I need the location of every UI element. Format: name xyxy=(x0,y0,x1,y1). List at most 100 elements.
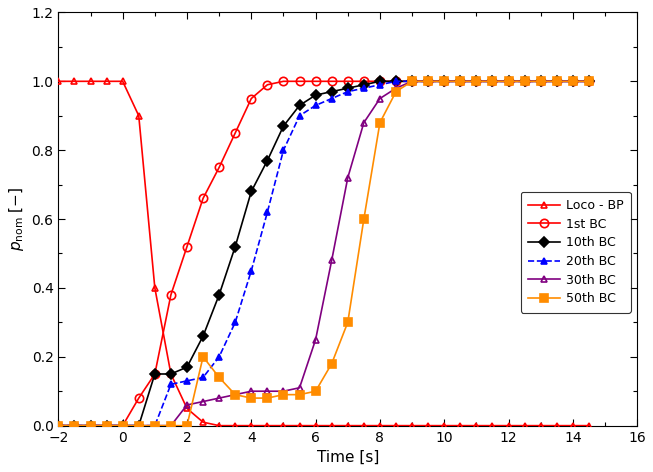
10th BC xyxy=(231,244,239,249)
30th BC xyxy=(151,423,159,429)
Loco - BP xyxy=(473,423,481,429)
30th BC xyxy=(473,78,481,84)
1st BC xyxy=(569,78,577,84)
30th BC xyxy=(263,388,271,394)
Line: 20th BC: 20th BC xyxy=(55,78,592,429)
10th BC xyxy=(247,189,255,194)
1st BC xyxy=(537,78,545,84)
50th BC xyxy=(247,395,255,401)
1st BC xyxy=(71,423,78,429)
1st BC xyxy=(247,96,255,101)
30th BC xyxy=(360,120,368,126)
1st BC xyxy=(520,78,528,84)
50th BC xyxy=(119,423,127,429)
10th BC xyxy=(408,78,416,84)
30th BC xyxy=(87,423,95,429)
1st BC xyxy=(553,78,561,84)
30th BC xyxy=(135,423,142,429)
Loco - BP xyxy=(231,423,239,429)
50th BC xyxy=(392,89,400,94)
20th BC xyxy=(553,78,561,84)
30th BC xyxy=(424,78,432,84)
1st BC xyxy=(279,78,287,84)
50th BC xyxy=(71,423,78,429)
20th BC xyxy=(231,320,239,325)
10th BC xyxy=(296,102,304,108)
30th BC xyxy=(247,388,255,394)
20th BC xyxy=(520,78,528,84)
10th BC xyxy=(135,423,142,429)
Line: Loco - BP: Loco - BP xyxy=(55,78,592,429)
20th BC xyxy=(263,209,271,215)
50th BC xyxy=(505,78,513,84)
10th BC xyxy=(215,292,223,298)
30th BC xyxy=(296,385,304,391)
20th BC xyxy=(473,78,481,84)
50th BC xyxy=(520,78,528,84)
10th BC xyxy=(585,78,593,84)
20th BC xyxy=(424,78,432,84)
Y-axis label: $p_\mathrm{nom}\ \mathrm{[-]}$: $p_\mathrm{nom}\ \mathrm{[-]}$ xyxy=(7,187,26,251)
30th BC xyxy=(279,388,287,394)
50th BC xyxy=(360,216,368,222)
50th BC xyxy=(167,423,175,429)
10th BC xyxy=(537,78,545,84)
10th BC xyxy=(376,78,384,84)
20th BC xyxy=(440,78,448,84)
10th BC xyxy=(392,78,400,84)
10th BC xyxy=(311,92,319,98)
30th BC xyxy=(408,78,416,84)
20th BC xyxy=(103,423,110,429)
1st BC xyxy=(424,78,432,84)
50th BC xyxy=(215,375,223,380)
20th BC xyxy=(488,78,496,84)
Loco - BP xyxy=(54,78,62,84)
Loco - BP xyxy=(360,423,368,429)
30th BC xyxy=(440,78,448,84)
1st BC xyxy=(360,78,368,84)
30th BC xyxy=(311,337,319,342)
1st BC xyxy=(199,195,207,201)
Loco - BP xyxy=(279,423,287,429)
10th BC xyxy=(569,78,577,84)
1st BC xyxy=(296,78,304,84)
1st BC xyxy=(473,78,481,84)
30th BC xyxy=(71,423,78,429)
50th BC xyxy=(456,78,464,84)
Loco - BP xyxy=(311,423,319,429)
50th BC xyxy=(424,78,432,84)
1st BC xyxy=(456,78,464,84)
Loco - BP xyxy=(263,423,271,429)
30th BC xyxy=(328,258,336,263)
Loco - BP xyxy=(103,78,110,84)
30th BC xyxy=(505,78,513,84)
50th BC xyxy=(87,423,95,429)
30th BC xyxy=(488,78,496,84)
50th BC xyxy=(279,392,287,397)
20th BC xyxy=(247,268,255,273)
1st BC xyxy=(392,78,400,84)
10th BC xyxy=(87,423,95,429)
30th BC xyxy=(167,423,175,429)
Loco - BP xyxy=(553,423,561,429)
Loco - BP xyxy=(151,285,159,291)
50th BC xyxy=(54,423,62,429)
10th BC xyxy=(119,423,127,429)
Loco - BP xyxy=(71,78,78,84)
Loco - BP xyxy=(215,423,223,429)
10th BC xyxy=(328,89,336,94)
50th BC xyxy=(585,78,593,84)
X-axis label: Time [s]: Time [s] xyxy=(317,450,379,465)
10th BC xyxy=(103,423,110,429)
Line: 10th BC: 10th BC xyxy=(55,78,592,429)
Loco - BP xyxy=(247,423,255,429)
Legend: Loco - BP, 1st BC, 10th BC, 20th BC, 30th BC, 50th BC: Loco - BP, 1st BC, 10th BC, 20th BC, 30t… xyxy=(521,192,631,312)
20th BC xyxy=(585,78,593,84)
50th BC xyxy=(135,423,142,429)
50th BC xyxy=(199,354,207,360)
1st BC xyxy=(183,244,191,249)
1st BC xyxy=(263,82,271,88)
Loco - BP xyxy=(296,423,304,429)
10th BC xyxy=(151,371,159,377)
50th BC xyxy=(231,392,239,397)
